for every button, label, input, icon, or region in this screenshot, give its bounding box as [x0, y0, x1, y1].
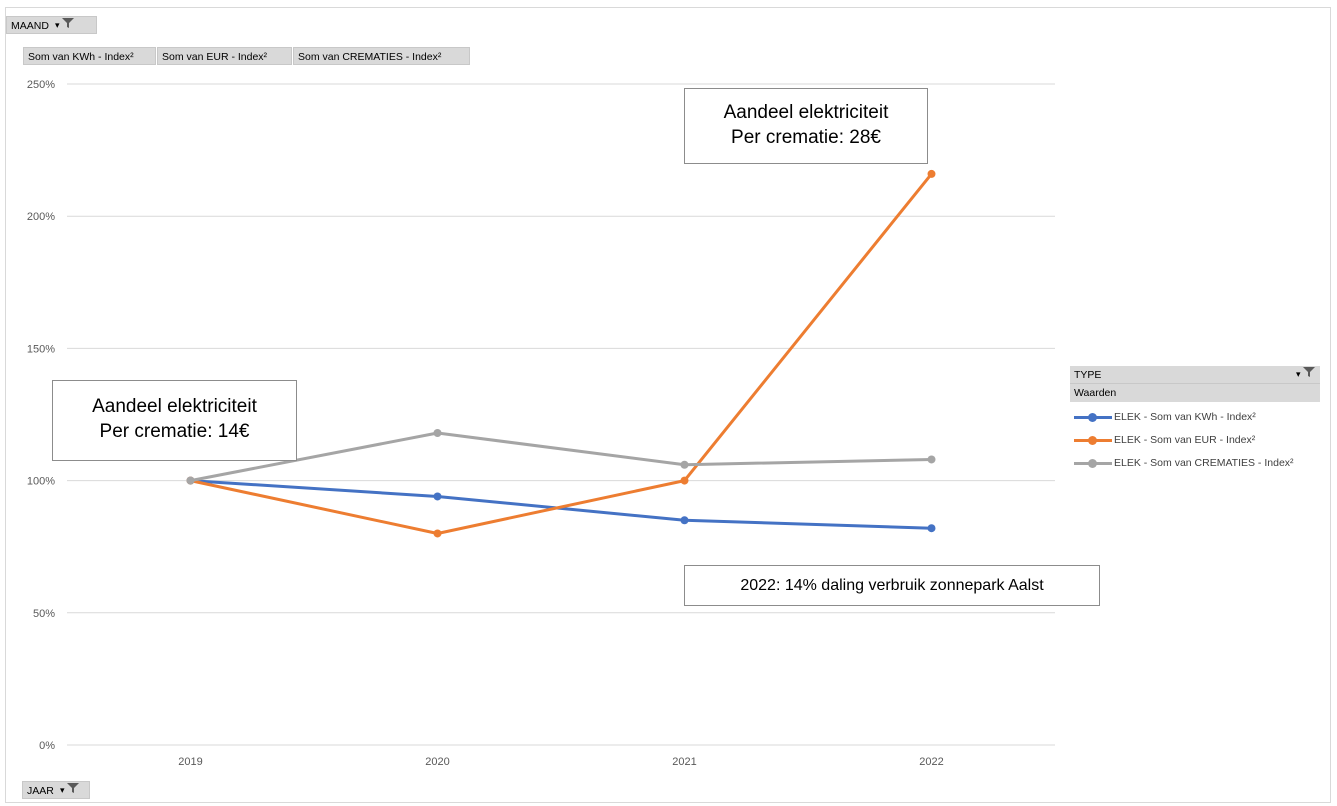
axis-field-label: JAAR — [27, 785, 54, 797]
annotation-left-line1: Aandeel elektriciteit — [92, 396, 257, 417]
series-line-1[interactable] — [190, 172, 933, 535]
chart-frame — [5, 7, 1331, 803]
data-point[interactable] — [927, 169, 936, 178]
data-point[interactable] — [680, 516, 689, 525]
legend-item-label: ELEK - Som van EUR - Index² — [1114, 433, 1256, 446]
data-point[interactable] — [680, 460, 689, 469]
y-tick-label: 0% — [39, 740, 55, 752]
legend-item[interactable]: ELEK - Som van EUR - Index² — [1070, 428, 1320, 451]
data-point[interactable] — [927, 455, 936, 464]
series-lines — [186, 169, 936, 538]
y-tick-label: 150% — [27, 343, 55, 355]
svg-text:▾: ▾ — [60, 785, 65, 794]
y-tick-label: 250% — [27, 79, 55, 91]
annotation-top: Aandeel elektriciteit Per crematie: 28€ — [684, 88, 928, 164]
legend-item-label: ELEK - Som van CREMATIES - Index² — [1114, 456, 1294, 469]
legend-type-header[interactable]: TYPE ▾ — [1070, 366, 1320, 384]
data-point[interactable] — [433, 492, 442, 501]
legend-subheader-label: Waarden — [1074, 387, 1117, 399]
legend-item[interactable]: ELEK - Som van CREMATIES - Index² — [1070, 451, 1320, 474]
legend-swatch — [1074, 457, 1112, 469]
gridlines — [67, 83, 1055, 746]
legend-subheader: Waarden — [1070, 384, 1320, 402]
report-filter-label: MAAND — [11, 20, 49, 32]
legend-header-label: TYPE — [1074, 369, 1102, 381]
x-axis: 2019 2020 2021 2022 — [178, 756, 943, 768]
svg-text:▾: ▾ — [55, 20, 60, 29]
x-tick-label: 2020 — [425, 756, 449, 768]
data-point[interactable] — [433, 529, 442, 538]
axis-field-jaar-button[interactable]: JAAR ▾ — [22, 781, 90, 799]
value-field-kwh-button[interactable]: Som van KWh - Index² — [23, 47, 156, 65]
annotation-top-line1: Aandeel elektriciteit — [723, 102, 889, 123]
x-tick-label: 2019 — [178, 756, 202, 768]
svg-text:▾: ▾ — [1296, 369, 1301, 378]
annotation-bottom: 2022: 14% daling verbruik zonnepark Aals… — [684, 565, 1100, 606]
value-field-label: Som van KWh - Index² — [28, 51, 134, 63]
data-point[interactable] — [186, 476, 195, 485]
value-field-label: Som van EUR - Index² — [162, 51, 268, 63]
annotation-left-line2: Per crematie: 14€ — [99, 421, 250, 442]
filter-dropdown-icon: ▾ — [60, 782, 80, 800]
legend: TYPE ▾ Waarden ELEK - Som van KWh - Inde… — [1070, 366, 1320, 474]
x-tick-label: 2022 — [919, 756, 943, 768]
legend-item[interactable]: ELEK - Som van KWh - Index² — [1070, 405, 1320, 428]
value-field-label: Som van CREMATIES - Index² — [298, 51, 442, 63]
legend-item-label: ELEK - Som van KWh - Index² — [1114, 410, 1256, 423]
y-axis: 0% 50% 100% 150% 200% 250% — [27, 79, 55, 752]
value-field-crematies-button[interactable]: Som van CREMATIES - Index² — [293, 47, 470, 65]
report-filter-maand-button[interactable]: MAAND ▾ — [6, 16, 97, 34]
data-point[interactable] — [680, 476, 689, 485]
annotation-top-line2: Per crematie: 28€ — [731, 127, 881, 148]
filter-dropdown-icon: ▾ — [1296, 366, 1316, 384]
filter-dropdown-icon: ▾ — [55, 17, 75, 35]
series-line-2[interactable] — [190, 431, 932, 483]
y-tick-label: 100% — [27, 476, 55, 488]
x-tick-label: 2021 — [672, 756, 696, 768]
legend-swatch — [1074, 411, 1112, 423]
data-point[interactable] — [927, 524, 936, 533]
data-point[interactable] — [433, 429, 442, 438]
value-field-eur-button[interactable]: Som van EUR - Index² — [157, 47, 292, 65]
annotation-bottom-text: 2022: 14% daling verbruik zonnepark Aals… — [740, 577, 1044, 594]
y-tick-label: 50% — [33, 608, 55, 620]
y-tick-label: 200% — [27, 211, 55, 223]
legend-swatch — [1074, 434, 1112, 446]
annotation-left: Aandeel elektriciteit Per crematie: 14€ — [52, 380, 297, 461]
